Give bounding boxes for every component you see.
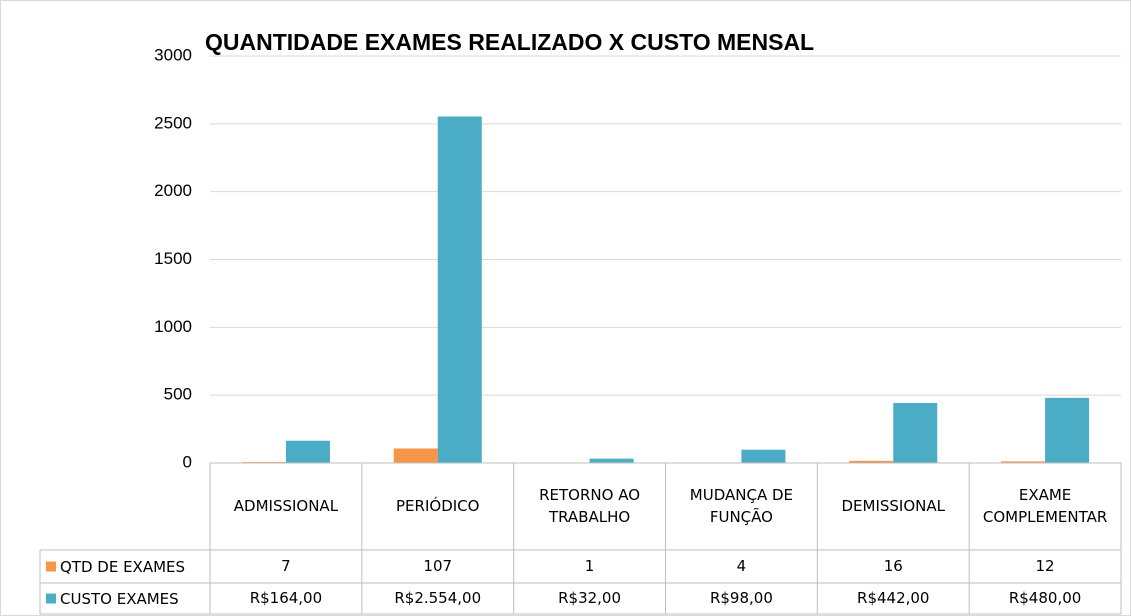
bar bbox=[741, 449, 786, 463]
y-tick-label: 2500 bbox=[154, 113, 192, 132]
x-tick-label-box: PERIÓDICO bbox=[396, 496, 480, 515]
bar bbox=[393, 448, 438, 463]
y-tick-label: 2000 bbox=[154, 181, 192, 200]
x-tick-label: RETORNO AO TRABALHO bbox=[539, 485, 641, 526]
y-tick-label: 1000 bbox=[154, 317, 192, 336]
y-tick-label: 1500 bbox=[154, 249, 192, 268]
y-tick-label: 500 bbox=[164, 385, 192, 404]
legend-label: CUSTO EXAMES bbox=[60, 590, 179, 608]
data-label: R$442,00 bbox=[857, 588, 930, 607]
chart-title: QUANTIDADE EXAMES REALIZADO X CUSTO MENS… bbox=[205, 29, 814, 55]
data-label-box: 7 bbox=[281, 556, 291, 575]
data-label-box: 12 bbox=[1035, 556, 1055, 575]
data-label: 1 bbox=[584, 556, 595, 575]
data-label: R$480,00 bbox=[1008, 588, 1082, 607]
data-label: R$32,00 bbox=[558, 588, 622, 607]
x-tick-label: EXAME COMPLEMENTAR bbox=[982, 485, 1108, 526]
data-label-box: 1 bbox=[584, 556, 595, 575]
x-tick-label: ADMISSIONAL bbox=[233, 496, 339, 515]
data-label-box: 16 bbox=[883, 556, 903, 575]
data-label-box: R$2.554,00 bbox=[394, 588, 482, 607]
y-tick-label: 3000 bbox=[154, 45, 192, 64]
x-tick-label: MUDANÇA DE FUNÇÃO bbox=[689, 485, 794, 526]
legend-key bbox=[46, 593, 56, 604]
bar bbox=[849, 460, 894, 463]
bar bbox=[285, 440, 330, 463]
legend-label: QTD DE EXAMES bbox=[60, 558, 185, 576]
x-tick-label-box: MUDANÇA DE FUNÇÃO bbox=[689, 485, 794, 526]
bar bbox=[1045, 397, 1090, 463]
x-tick-label-box: RETORNO AO TRABALHO bbox=[539, 485, 641, 526]
data-label: 7 bbox=[281, 556, 291, 575]
data-label: 16 bbox=[883, 556, 903, 575]
data-label: R$2.554,00 bbox=[394, 588, 482, 607]
bar bbox=[437, 116, 482, 464]
x-tick-label: PERIÓDICO bbox=[396, 496, 480, 515]
data-label: R$164,00 bbox=[249, 588, 323, 607]
data-label: 4 bbox=[736, 556, 747, 575]
legend-key bbox=[46, 561, 56, 572]
data-label-box: R$32,00 bbox=[558, 588, 622, 607]
x-tick-label-box: EXAME COMPLEMENTAR bbox=[982, 485, 1108, 526]
data-label-box: R$480,00 bbox=[1008, 588, 1082, 607]
data-label-box: R$442,00 bbox=[857, 588, 930, 607]
x-tick-label-box: ADMISSIONAL bbox=[233, 496, 339, 515]
data-label-box: R$164,00 bbox=[249, 588, 323, 607]
x-tick-label: DEMISSIONAL bbox=[841, 496, 945, 515]
data-label: 107 bbox=[423, 556, 453, 575]
y-tick-label: 0 bbox=[183, 452, 192, 471]
data-label: R$98,00 bbox=[709, 588, 773, 607]
x-tick-label-box: DEMISSIONAL bbox=[841, 496, 945, 515]
bar bbox=[589, 458, 634, 463]
data-label-box: 4 bbox=[736, 556, 747, 575]
data-label-box: 107 bbox=[423, 556, 453, 575]
data-label-box: R$98,00 bbox=[709, 588, 773, 607]
bar bbox=[893, 403, 938, 463]
data-label: 12 bbox=[1035, 556, 1055, 575]
bar bbox=[1001, 461, 1046, 463]
